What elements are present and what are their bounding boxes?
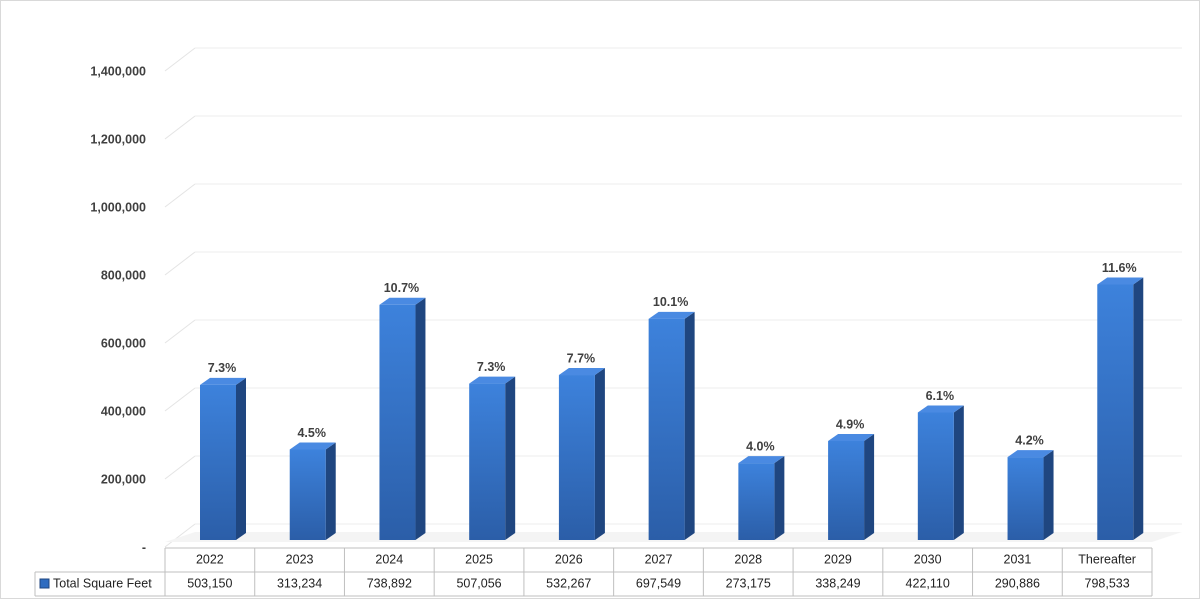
y-tick-label: 600,000 [101,336,146,350]
bar [200,384,236,540]
grid-line [164,523,196,548]
x-tick-label: 2028 [734,552,762,566]
bar-annotation: 10.1% [653,295,688,309]
y-tick-label: 400,000 [101,404,146,418]
bar [1097,284,1134,540]
bar-annotation: 4.5% [297,426,326,440]
bar-top [917,405,964,413]
table-value: 313,234 [277,576,322,590]
bar-annotation: 7.3% [477,360,506,374]
table-value: 503,150 [187,576,232,590]
table-value: 738,892 [367,576,412,590]
bar-top [558,368,605,376]
grid-line [164,455,196,480]
bar-side [325,442,336,540]
bar-top [469,376,516,384]
x-tick-label: 2027 [645,552,673,566]
bar-annotation: 11.6% [1102,261,1137,275]
bar-top [738,456,785,464]
bar-top [1097,277,1144,285]
y-tick-label: - [142,540,146,554]
table-value: 422,110 [906,576,950,590]
x-tick-label: 2022 [196,552,224,566]
bar [738,463,775,540]
bar [917,412,954,540]
legend-label: Total Square Feet [53,576,152,590]
grid-line [164,387,196,412]
bar [558,375,595,540]
bar-side [684,311,695,540]
grid-line [164,183,196,208]
table-value: 507,056 [456,576,501,590]
x-tick-label: 2029 [824,552,852,566]
table-value: 697,549 [636,576,681,590]
bar-annotation: 4.9% [836,417,865,431]
y-tick-label: 800,000 [101,268,146,282]
bar-top [1007,450,1054,458]
x-tick-label: 2031 [1004,552,1032,566]
bar-side [774,456,785,540]
bar [648,318,685,540]
table-value: 290,886 [995,576,1040,590]
y-tick-label: 200,000 [101,472,146,486]
bar-side [236,377,246,540]
y-tick-label: 1,200,000 [90,132,146,146]
x-tick-label: 2023 [286,552,314,566]
bar-side [505,376,516,540]
bar-side [1133,277,1144,540]
bar-top [648,311,695,319]
bar-side [864,433,875,540]
y-tick-label: 1,000,000 [90,200,146,214]
x-tick-label: 2024 [375,552,403,566]
bar [289,449,326,540]
bar [379,304,416,540]
x-tick-label: Thereafter [1078,552,1136,566]
bar-side [415,297,426,540]
bar [469,383,506,540]
grid-line [164,47,196,72]
bar-annotation: 4.0% [746,439,775,453]
legend-swatch [39,578,50,589]
grid-line [164,115,196,140]
grid-line [164,251,196,276]
table-value: 273,175 [726,576,771,590]
table-value: 798,533 [1085,576,1130,590]
bar-top [289,442,336,450]
table-value: 338,249 [815,576,860,590]
bar-annotation: 10.7% [384,281,419,295]
bar-annotation: 6.1% [926,389,955,403]
bar-annotation: 7.7% [567,351,596,365]
bar [828,440,865,540]
bar-side [1043,450,1054,540]
bar-side [594,368,605,540]
table-value: 532,267 [546,576,591,590]
bar-top [200,377,246,385]
bar-annotation: 4.2% [1015,433,1044,447]
x-tick-label: 2030 [914,552,942,566]
x-tick-label: 2026 [555,552,583,566]
bar-annotation: 7.3% [208,361,237,375]
grid-line [164,319,196,344]
bar-side [953,405,964,540]
x-tick-label: 2025 [465,552,493,566]
bar-top [828,433,875,441]
bar-top [379,297,426,305]
bar [1007,457,1044,540]
y-tick-label: 1,400,000 [90,64,146,78]
